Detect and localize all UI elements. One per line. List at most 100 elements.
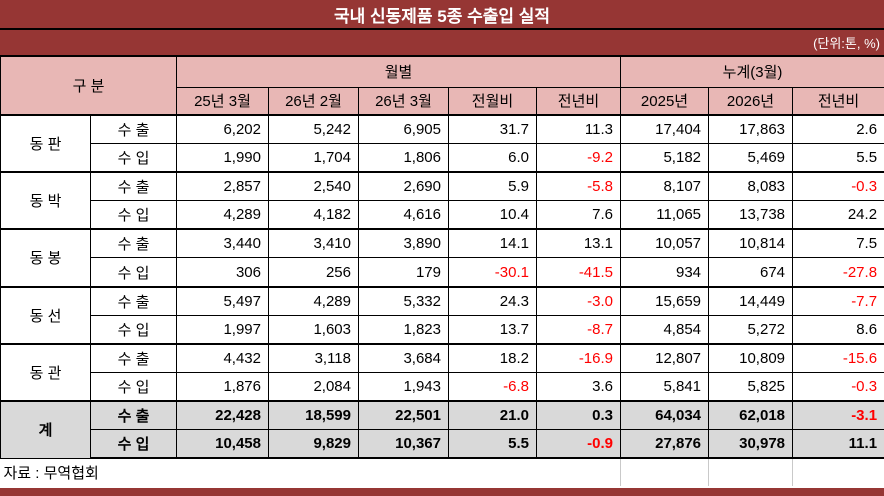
value-cell: -6.8: [448, 371, 537, 402]
value-cell: 0.3: [535, 399, 622, 431]
value-cell: 5,182: [620, 143, 710, 173]
value-cell: 13.1: [535, 228, 622, 259]
value-cell: -0.3: [792, 171, 884, 202]
header-cumulative: 누계(3월): [620, 55, 884, 88]
value-cell: 27,876: [620, 429, 710, 460]
value-cell: -3.0: [535, 285, 622, 316]
value-cell: 13,738: [708, 200, 794, 230]
value-cell: 2,857: [176, 171, 269, 202]
value-cell: 12,807: [620, 342, 710, 373]
value-cell: -0.3: [792, 371, 884, 402]
table-row: 수 입 1,997 1,603 1,823 13.7 -8.7 4,854 5,272 8.6: [1, 314, 884, 345]
value-cell: 179: [358, 257, 449, 288]
value-cell: 30,978: [708, 429, 794, 460]
value-cell: 2,690: [358, 171, 449, 202]
value-cell: -15.6: [792, 342, 884, 373]
value-cell: 17,863: [708, 114, 794, 145]
group-label-cell: 동 판: [0, 113, 91, 173]
value-cell: 5,332: [358, 285, 449, 316]
value-cell: 3,890: [358, 228, 449, 259]
value-cell: 3,410: [268, 228, 359, 259]
value-cell: 10,057: [620, 228, 710, 259]
value-cell: 11,065: [620, 200, 710, 230]
value-cell: 15,659: [620, 285, 710, 316]
value-cell: 1,806: [358, 143, 449, 173]
bottom-accent-bar: [0, 488, 884, 496]
value-cell: -5.8: [535, 171, 622, 202]
value-cell: 4,289: [268, 285, 359, 316]
flow-label-cell: 수 입: [90, 143, 177, 173]
empty-cell: [708, 458, 793, 487]
flow-label-cell: 수 입: [90, 429, 177, 460]
value-cell: 1,603: [268, 314, 359, 345]
value-cell: 62,018: [708, 399, 794, 431]
group-label-cell: 동 봉: [0, 228, 91, 288]
column-header: 25년 3월: [176, 86, 269, 116]
value-cell: 2.6: [792, 114, 884, 145]
header-group: 구 분: [0, 55, 177, 116]
value-cell: 6.0: [448, 143, 537, 173]
value-cell: -3.1: [792, 399, 884, 431]
value-cell: 3.6: [535, 371, 622, 402]
value-cell: 5,841: [620, 371, 710, 402]
value-cell: 306: [176, 257, 269, 288]
value-cell: -16.9: [535, 342, 622, 373]
column-header: 2025년: [620, 86, 710, 116]
value-cell: 4,854: [620, 314, 710, 345]
value-cell: -30.1: [448, 257, 537, 288]
value-cell: 9,829: [268, 429, 359, 460]
empty-cell: [792, 458, 884, 487]
unit-note: (단위:톤, %): [813, 36, 880, 51]
table-row: 수 입 4,289 4,182 4,616 10.4 7.6 11,065 13,738 24.…: [1, 200, 884, 230]
value-cell: 10,814: [708, 228, 794, 259]
value-cell: 5,469: [708, 143, 794, 173]
value-cell: 10.4: [448, 200, 537, 230]
table-header: 구 분 월별 누계(3월) 25년 3월 26년 2월 26년 3월 전월비 전년비 20…: [0, 55, 884, 116]
value-cell: 5,272: [708, 314, 794, 345]
value-cell: 256: [268, 257, 359, 288]
flow-label-cell: 수 입: [90, 200, 177, 230]
value-cell: 674: [708, 257, 794, 288]
value-cell: 6,202: [176, 114, 269, 145]
report-title-bar: 국내 신동제품 5종 수출입 실적: [0, 0, 884, 30]
value-cell: 5,497: [176, 285, 269, 316]
value-cell: 4,616: [358, 200, 449, 230]
value-cell: -8.7: [535, 314, 622, 345]
value-cell: 1,704: [268, 143, 359, 173]
value-cell: 10,367: [358, 429, 449, 460]
group-label-cell: 동 선: [0, 285, 91, 345]
page-title: 국내 신동제품 5종 수출입 실적: [333, 6, 551, 26]
value-cell: -0.9: [535, 429, 622, 460]
table-row: 수 입 1,876 2,084 1,943 -6.8 3.6 5,841 5,825 -0.3: [1, 371, 884, 402]
value-cell: 934: [620, 257, 710, 288]
column-header: 전년비: [535, 86, 622, 116]
value-cell: 1,876: [176, 371, 269, 402]
value-cell: 13.7: [448, 314, 537, 345]
value-cell: 11.3: [535, 114, 622, 145]
value-cell: 3,118: [268, 342, 359, 373]
trade-table: 구 분 월별 누계(3월) 25년 3월 26년 2월 26년 3월 전월비 전년비 20…: [0, 55, 884, 487]
flow-label-cell: 수 출: [90, 171, 177, 202]
group-label-cell: 계: [0, 399, 91, 459]
value-cell: 3,440: [176, 228, 269, 259]
value-cell: 7.5: [792, 228, 884, 259]
value-cell: 24.2: [792, 200, 884, 230]
value-cell: 5.5: [448, 429, 537, 460]
value-cell: 1,990: [176, 143, 269, 173]
table-row: 수 입 306 256 179 -30.1 -41.5 934 674 -27.8: [1, 257, 884, 288]
value-cell: 1,943: [358, 371, 449, 402]
value-cell: 8,083: [708, 171, 794, 202]
value-cell: 22,428: [176, 399, 269, 431]
value-cell: 31.7: [448, 114, 537, 145]
flow-label-cell: 수 입: [90, 314, 177, 345]
value-cell: 11.1: [792, 429, 884, 460]
value-cell: 1,997: [176, 314, 269, 345]
table-row: 수 입 1,990 1,704 1,806 6.0 -9.2 5,182 5,469 5.5: [1, 143, 884, 173]
value-cell: 5,242: [268, 114, 359, 145]
column-header: 26년 3월: [358, 86, 449, 116]
